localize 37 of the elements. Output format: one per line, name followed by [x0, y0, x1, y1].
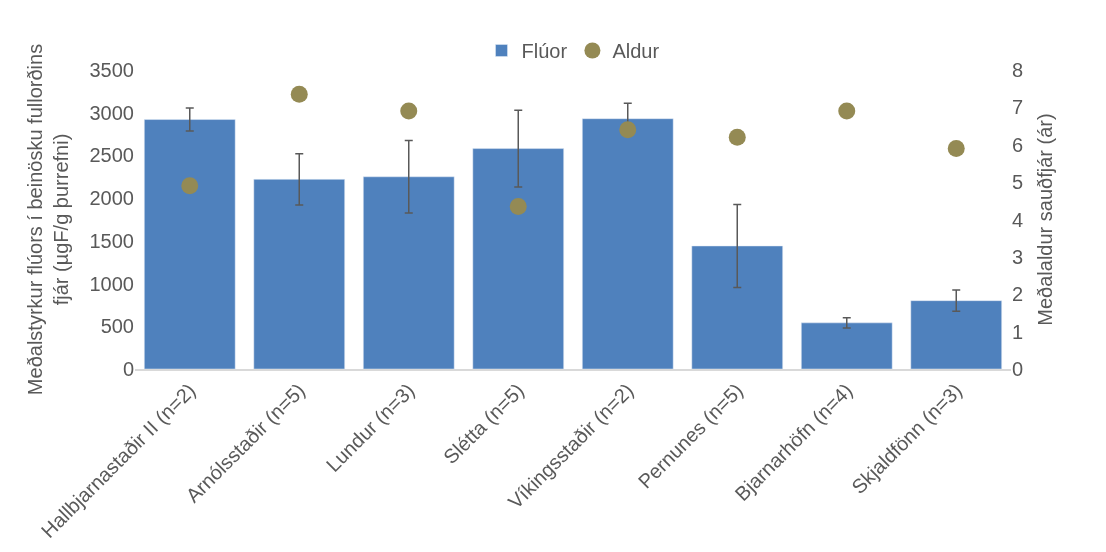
y-tick-label: 1000 — [89, 272, 134, 295]
point — [947, 139, 965, 157]
y2-tick-label: 2 — [1012, 283, 1024, 306]
bar — [472, 148, 564, 369]
y-tick-label: 500 — [100, 315, 134, 338]
y2-tick-label: 1 — [1012, 320, 1024, 343]
y-tick-label: 0 — [122, 358, 134, 380]
y2-tick-label: 8 — [1012, 59, 1024, 81]
y-axis-title: Meðalstyrkur flúors í beinösku fullorðins fjár (µgF/g þurrefni) — [24, 43, 72, 396]
point — [838, 102, 856, 120]
y-tick-label: 1500 — [89, 229, 134, 252]
bar — [582, 118, 674, 369]
y2-tick-label: 3 — [1012, 245, 1024, 268]
point — [728, 128, 746, 146]
y-tick-label: 2500 — [89, 144, 134, 167]
y-tick-label: 2000 — [89, 187, 134, 210]
legend-label: Aldur — [612, 40, 660, 63]
y2-tick-label: 6 — [1012, 133, 1024, 156]
y2-tick-label: 0 — [1012, 358, 1024, 380]
legend-label: Flúor — [521, 40, 568, 63]
y2-tick-label: 7 — [1012, 96, 1024, 119]
y-tick-label: 3500 — [89, 59, 134, 81]
bar — [691, 245, 783, 369]
y-tick-label: 3000 — [89, 101, 134, 124]
bar — [801, 322, 893, 369]
point — [619, 121, 637, 139]
point — [290, 85, 308, 103]
point — [181, 177, 199, 195]
y2-tick-label: 4 — [1012, 208, 1024, 231]
point — [400, 102, 418, 120]
point — [509, 197, 527, 215]
bar — [910, 300, 1002, 369]
y2-axis-title: Meðalaldur sauðfjár (ár) — [1033, 113, 1056, 326]
bar — [253, 179, 345, 369]
y2-tick-label: 5 — [1012, 171, 1024, 194]
bar — [144, 119, 236, 369]
bar — [363, 176, 455, 369]
